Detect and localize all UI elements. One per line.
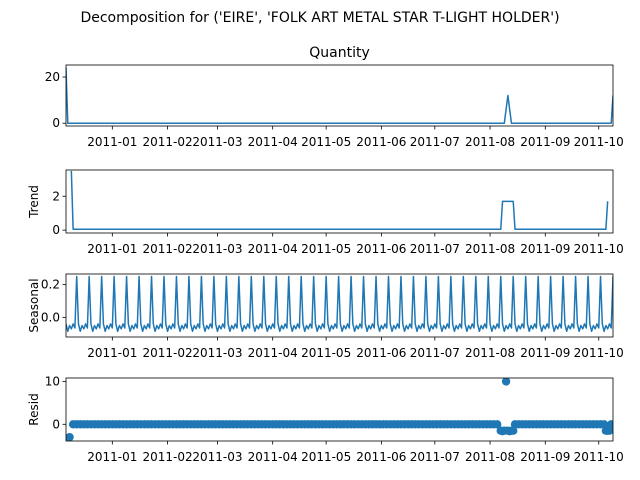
resid-point — [66, 432, 74, 441]
x-tick-label: 2011-07 — [410, 135, 460, 149]
x-tick-label: 2011-05 — [301, 450, 351, 464]
resid-point — [599, 420, 609, 429]
seasonal-line — [66, 275, 613, 333]
x-tick-label: 2011-03 — [192, 346, 242, 360]
series-line — [66, 67, 613, 124]
x-tick-label: 2011-07 — [410, 346, 460, 360]
x-tick-label: 2011-07 — [410, 450, 460, 464]
x-tick-label: 2011-04 — [248, 346, 298, 360]
y-tick-label: 0.0 — [41, 310, 60, 324]
x-tick-label: 2011-06 — [356, 135, 406, 149]
figure-suptitle: Decomposition for ('EIRE', 'FOLK ART MET… — [80, 10, 559, 26]
x-tick-label: 2011-01 — [87, 242, 137, 256]
axes-frame — [65, 273, 614, 338]
x-tick-label: 2011-09 — [520, 346, 570, 360]
x-tick-label: 2011-02 — [142, 346, 192, 360]
panel-trend: 0 2 2011-01 2011-02 2011-03 2011-04 2011-05 201… — [27, 169, 624, 256]
x-tick-label: 2011-08 — [465, 242, 515, 256]
y-tick-label: 2 — [52, 189, 60, 203]
x-tick-label: 2011-04 — [248, 450, 298, 464]
x-tick-label: 2011-05 — [301, 242, 351, 256]
plot-area — [66, 67, 613, 124]
resid-point — [492, 420, 502, 429]
y-axis-label: Trend — [27, 185, 41, 219]
y-axis-label: Resid — [27, 393, 41, 425]
plot-area — [70, 170, 609, 231]
x-tick-label: 2011-09 — [520, 450, 570, 464]
y-tick-label: 0 — [52, 116, 60, 130]
x-tick-label: 2011-10 — [574, 346, 624, 360]
y-tick-label: 20 — [45, 70, 60, 84]
y-tick-label: 10 — [45, 374, 60, 388]
y-tick-label: 0.2 — [41, 278, 60, 292]
x-tick-label: 2011-10 — [574, 135, 624, 149]
axes-frame — [65, 169, 614, 234]
y-axis-label: Seasonal — [27, 278, 41, 332]
series-line — [70, 170, 609, 231]
x-tick-label: 2011-01 — [87, 135, 137, 149]
x-tick-label: 2011-03 — [192, 242, 242, 256]
x-tick-label: 2011-08 — [465, 346, 515, 360]
x-tick-label: 2011-04 — [248, 242, 298, 256]
panel-resid: 0 10 2011-01 2011-02 2011-03 2011-04 2011-05 20… — [27, 374, 624, 464]
x-tick-label: 2011-10 — [574, 450, 624, 464]
x-tick-label: 2011-08 — [465, 450, 515, 464]
x-tick-label: 2011-05 — [301, 346, 351, 360]
x-tick-label: 2011-06 — [356, 450, 406, 464]
x-tick-label: 2011-08 — [465, 135, 515, 149]
x-tick-label: 2011-03 — [192, 135, 242, 149]
x-tick-label: 2011-06 — [356, 346, 406, 360]
panel-title: Quantity — [309, 45, 370, 61]
plot-area — [66, 275, 613, 333]
y-tick-label: 0 — [52, 417, 60, 431]
resid-point — [501, 378, 511, 386]
x-tick-label: 2011-03 — [192, 450, 242, 464]
x-tick-label: 2011-06 — [356, 242, 406, 256]
resid-point — [607, 420, 613, 429]
x-tick-label: 2011-09 — [520, 242, 570, 256]
panel-quantity: 0 20 2011-01 2011-02 2011-03 2011-04 2011-05 20… — [45, 45, 624, 149]
x-tick-label: 2011-10 — [574, 242, 624, 256]
x-tick-label: 2011-02 — [142, 135, 192, 149]
x-tick-label: 2011-05 — [301, 135, 351, 149]
resid-point — [509, 426, 518, 435]
x-tick-label: 2011-01 — [87, 450, 137, 464]
x-tick-label: 2011-01 — [87, 346, 137, 360]
x-tick-label: 2011-04 — [248, 135, 298, 149]
y-tick-label: 0 — [52, 223, 60, 237]
axes-frame — [65, 64, 614, 127]
x-tick-label: 2011-07 — [410, 242, 460, 256]
resid-point — [605, 426, 613, 435]
x-tick-label: 2011-02 — [142, 450, 192, 464]
x-tick-label: 2011-02 — [142, 242, 192, 256]
x-tick-label: 2011-09 — [520, 135, 570, 149]
plot-area — [66, 378, 613, 441]
axes-frame — [65, 377, 614, 442]
